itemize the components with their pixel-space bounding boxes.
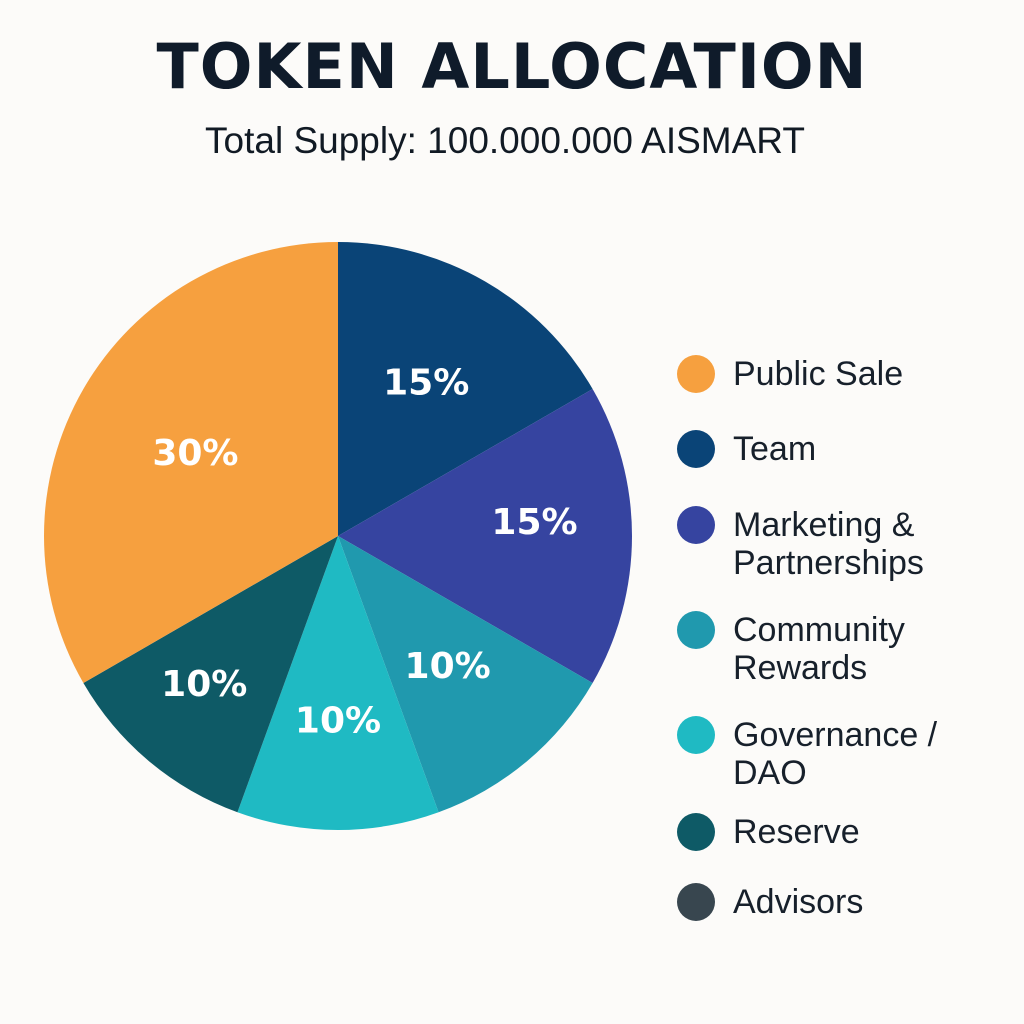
slice-label: 15% bbox=[491, 502, 577, 543]
legend-swatch bbox=[677, 506, 715, 544]
slice-label: 15% bbox=[383, 363, 469, 404]
slice-label: 30% bbox=[152, 433, 238, 474]
slice-label: 10% bbox=[161, 664, 247, 705]
slice-label: 10% bbox=[295, 701, 381, 742]
legend-item: Reserve bbox=[677, 813, 1017, 851]
legend-label: Public Sale bbox=[733, 355, 904, 393]
legend-swatch bbox=[677, 611, 715, 649]
legend-item: Advisors bbox=[677, 883, 1017, 921]
legend-label: Reserve bbox=[733, 813, 860, 851]
chart-title: TOKEN ALLOCATION bbox=[156, 30, 868, 103]
legend-label: Community Rewards bbox=[733, 611, 905, 687]
legend-label: Team bbox=[733, 430, 817, 468]
legend-swatch bbox=[677, 883, 715, 921]
legend-item: Governance / DAO bbox=[677, 716, 1017, 792]
legend-swatch bbox=[677, 355, 715, 393]
legend-item: Team bbox=[677, 430, 1017, 468]
legend-label: Advisors bbox=[733, 883, 864, 921]
legend-label: Governance / DAO bbox=[733, 716, 938, 792]
pie-slice-governance-dao bbox=[237, 536, 439, 830]
slice-label: 10% bbox=[405, 646, 491, 687]
pie-slice-marketing-partnerships bbox=[338, 389, 632, 683]
pie-slice-public-sale bbox=[44, 242, 339, 683]
pie-slice-team bbox=[338, 242, 593, 536]
pie-slice-reserve bbox=[83, 536, 338, 813]
legend-swatch bbox=[677, 716, 715, 754]
pie-slice-community-rewards bbox=[338, 536, 593, 813]
chart-subtitle: Total Supply: 100.000.000 AISMART bbox=[205, 120, 805, 161]
legend-item: Public Sale bbox=[677, 355, 1017, 393]
legend-swatch bbox=[677, 813, 715, 851]
legend-item: Community Rewards bbox=[677, 611, 1017, 687]
legend-item: Marketing & Partnerships bbox=[677, 506, 1017, 582]
chart-legend: Public Sale Team Marketing & Partnerships C… bbox=[677, 0, 1017, 1024]
legend-label: Marketing & Partnerships bbox=[733, 506, 924, 582]
legend-swatch bbox=[677, 430, 715, 468]
